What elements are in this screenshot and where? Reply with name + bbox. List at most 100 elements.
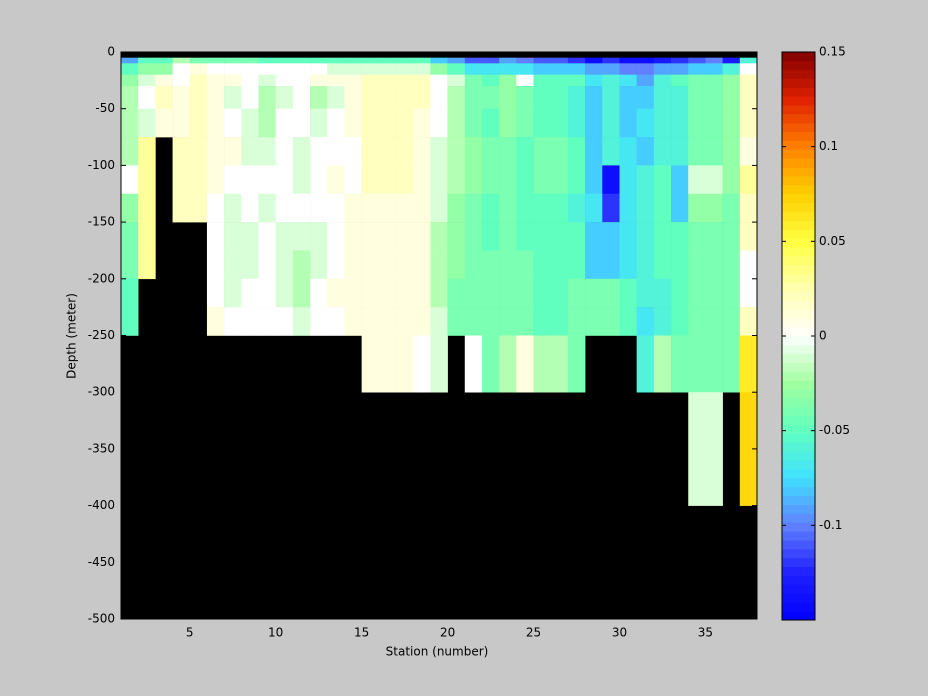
cell bbox=[516, 86, 534, 109]
cell bbox=[396, 193, 414, 223]
x-tick-label: 35 bbox=[698, 626, 713, 640]
cell bbox=[310, 63, 328, 75]
cell bbox=[602, 222, 620, 251]
colorbar-swatch bbox=[782, 140, 815, 150]
cell bbox=[206, 137, 225, 166]
cell bbox=[550, 250, 569, 280]
cell bbox=[344, 222, 362, 251]
cell bbox=[430, 250, 448, 280]
cell bbox=[585, 108, 603, 138]
colorbar-tick-label: -0.05 bbox=[819, 423, 850, 437]
cell bbox=[585, 63, 603, 75]
cell bbox=[688, 63, 706, 75]
cell bbox=[499, 307, 517, 336]
cell bbox=[121, 137, 139, 166]
cell bbox=[224, 74, 242, 87]
cell bbox=[533, 222, 552, 251]
cell bbox=[567, 57, 586, 64]
cell bbox=[464, 63, 483, 75]
cell bbox=[413, 74, 431, 87]
cell bbox=[138, 108, 156, 138]
cell bbox=[121, 57, 139, 64]
cell bbox=[671, 193, 689, 223]
cell bbox=[310, 250, 328, 280]
cell bbox=[413, 165, 431, 195]
cell bbox=[688, 74, 706, 87]
cell bbox=[413, 193, 431, 223]
cell bbox=[619, 278, 637, 308]
cell bbox=[533, 137, 552, 166]
cell bbox=[619, 250, 637, 280]
cell bbox=[567, 74, 586, 87]
cell bbox=[224, 307, 242, 336]
x-tick-label: 15 bbox=[354, 626, 369, 640]
colorbar-swatch bbox=[782, 265, 815, 275]
cell bbox=[275, 57, 294, 64]
colorbar-swatch bbox=[782, 540, 815, 550]
colorbar-swatch bbox=[782, 282, 815, 292]
cell bbox=[344, 74, 362, 87]
cell bbox=[430, 278, 448, 308]
cell bbox=[636, 250, 655, 280]
cell bbox=[671, 86, 689, 109]
cell bbox=[224, 222, 242, 251]
cell bbox=[396, 86, 414, 109]
cell bbox=[447, 193, 466, 223]
cell bbox=[619, 165, 637, 195]
cell bbox=[671, 137, 689, 166]
cell bbox=[292, 86, 311, 109]
cell bbox=[739, 108, 758, 138]
cell bbox=[671, 74, 689, 87]
cell bbox=[121, 74, 139, 87]
cell bbox=[241, 193, 259, 223]
y-tick-label: -450 bbox=[88, 555, 115, 569]
cell bbox=[292, 193, 311, 223]
cell bbox=[550, 108, 569, 138]
cell bbox=[516, 250, 534, 280]
cell bbox=[430, 86, 448, 109]
cell bbox=[722, 335, 741, 393]
cell bbox=[378, 108, 397, 138]
colorbar-swatch bbox=[782, 504, 815, 514]
cell bbox=[447, 137, 466, 166]
cell bbox=[172, 193, 191, 223]
cell bbox=[602, 165, 620, 195]
cell bbox=[327, 250, 345, 280]
colorbar-swatch bbox=[782, 478, 815, 488]
cell bbox=[430, 108, 448, 138]
cell bbox=[361, 307, 380, 336]
cell bbox=[138, 57, 156, 64]
colorbar-swatch bbox=[782, 87, 815, 97]
cell bbox=[189, 74, 208, 87]
cell bbox=[636, 137, 655, 166]
cell bbox=[172, 63, 191, 75]
cell bbox=[602, 278, 620, 308]
cell bbox=[396, 63, 414, 75]
cell bbox=[739, 57, 758, 64]
colorbar-swatch bbox=[782, 557, 815, 568]
cell bbox=[172, 165, 191, 195]
cell bbox=[533, 193, 552, 223]
cell bbox=[413, 57, 431, 64]
cell bbox=[396, 222, 414, 251]
cell bbox=[413, 335, 431, 393]
cell bbox=[585, 278, 603, 308]
cell bbox=[361, 74, 380, 87]
cell bbox=[206, 165, 225, 195]
cell bbox=[671, 307, 689, 336]
cell bbox=[619, 222, 637, 251]
cell bbox=[275, 278, 294, 308]
cell bbox=[121, 278, 139, 308]
cell bbox=[378, 137, 397, 166]
cell bbox=[739, 335, 758, 393]
cell bbox=[671, 250, 689, 280]
cell bbox=[739, 307, 758, 336]
cell bbox=[361, 165, 380, 195]
cell bbox=[636, 307, 655, 336]
cell bbox=[688, 222, 706, 251]
cell bbox=[310, 165, 328, 195]
x-tick-label: 25 bbox=[526, 626, 541, 640]
cell bbox=[241, 108, 259, 138]
cell bbox=[739, 278, 758, 308]
